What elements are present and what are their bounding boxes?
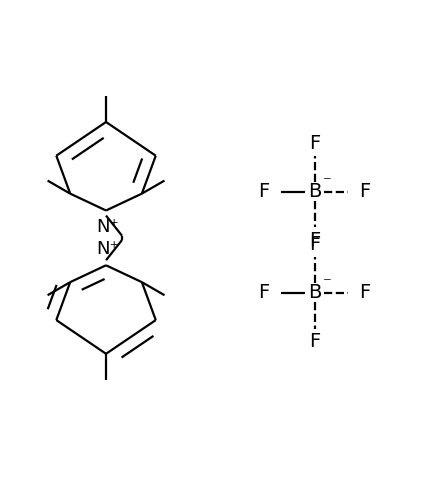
Text: N⁺: N⁺ bbox=[95, 240, 118, 258]
Text: F: F bbox=[359, 283, 370, 302]
Text: F: F bbox=[308, 133, 320, 153]
Text: F: F bbox=[359, 182, 370, 201]
Text: F: F bbox=[308, 332, 320, 351]
Text: B: B bbox=[307, 182, 321, 201]
Text: B: B bbox=[307, 283, 321, 302]
Text: F: F bbox=[258, 182, 269, 201]
Text: N⁺: N⁺ bbox=[95, 217, 118, 236]
Text: ⁻: ⁻ bbox=[322, 275, 331, 292]
Text: F: F bbox=[258, 283, 269, 302]
Text: F: F bbox=[308, 230, 320, 250]
Text: ⁻: ⁻ bbox=[322, 173, 331, 191]
Text: F: F bbox=[308, 235, 320, 254]
